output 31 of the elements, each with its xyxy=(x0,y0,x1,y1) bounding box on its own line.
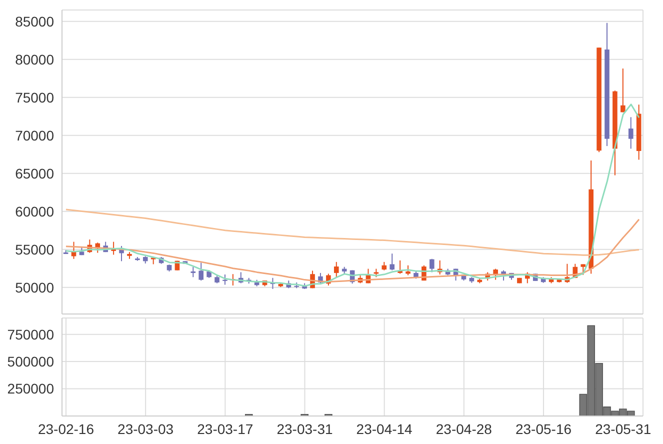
candlestick xyxy=(198,262,204,282)
y-tick-label: 750000 xyxy=(7,326,54,342)
y-tick-label: 55000 xyxy=(15,241,54,258)
y-tick-label: 60000 xyxy=(15,203,54,220)
candlestick xyxy=(430,258,434,273)
candlestick xyxy=(628,116,634,150)
candlestick xyxy=(190,266,196,278)
line-series xyxy=(65,208,640,256)
candlestick xyxy=(580,264,586,276)
x-tick-label: 23-04-14 xyxy=(356,420,413,437)
y-tick-label: 50000 xyxy=(15,279,54,296)
x-tick-label: 23-02-16 xyxy=(38,420,94,437)
x-tick-label: 23-04-28 xyxy=(436,420,492,437)
candlestick xyxy=(334,261,339,278)
x-tick-label: 23-03-31 xyxy=(276,420,333,437)
candlestick xyxy=(406,264,410,276)
candlestick xyxy=(620,68,626,113)
x-tick-label: 23-03-17 xyxy=(197,420,254,437)
x-tick-label: 23-05-31 xyxy=(595,420,652,437)
y-tick-label: 65000 xyxy=(15,165,54,182)
y-tick-label: 250000 xyxy=(7,380,54,397)
candlestick xyxy=(222,274,228,286)
y-tick-label: 85000 xyxy=(15,13,54,30)
y-tick-label: 500000 xyxy=(7,354,54,370)
candlestick xyxy=(390,253,395,271)
x-tick-label: 23-03-03 xyxy=(118,420,174,437)
x-tick-label: 23-05-16 xyxy=(515,420,572,437)
y-tick-label: 70000 xyxy=(15,127,54,144)
y-tick-label: 80000 xyxy=(15,51,54,68)
candlestick xyxy=(398,260,402,274)
y-tick-label: 75000 xyxy=(15,89,54,106)
